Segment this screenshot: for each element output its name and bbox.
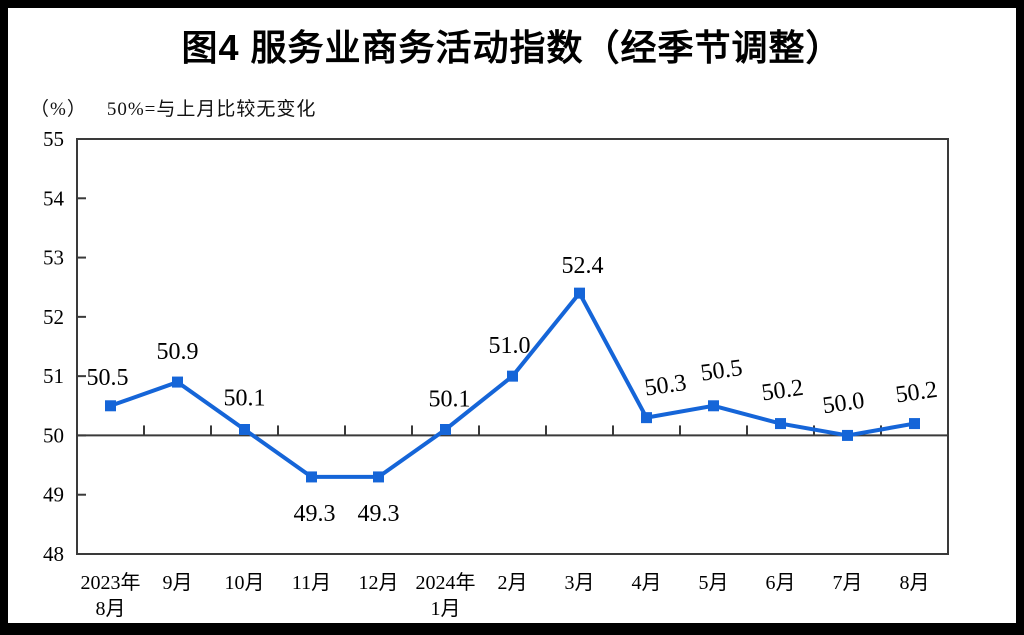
x-axis-label: 5月 [699,572,729,594]
y-axis-label: 54 [43,186,65,210]
data-point [440,424,451,435]
y-axis-unit-label: （%） [30,99,87,120]
y-axis-label: 52 [43,305,64,329]
x-axis-label: 10月 [225,572,265,594]
x-axis-label: 6月 [766,572,796,594]
x-axis-label: 7月 [833,572,863,594]
data-point [306,471,317,483]
x-axis-label: 4月 [632,572,662,594]
subtitle-row: （%） 50%=与上月比较无变化 [30,94,316,121]
data-point [105,400,116,412]
data-label: 50.1 [429,387,471,413]
x-axis-label: 1月 [431,598,461,620]
reference-note: 50%=与上月比较无变化 [106,99,317,120]
x-axis-label: 9月 [163,572,193,594]
data-label: 50.1 [224,386,266,412]
data-label: 50.5 [699,355,744,387]
y-axis-label: 55 [43,127,64,151]
chart-panel [8,8,1016,623]
x-axis-label: 12月 [359,572,399,594]
data-label: 50.9 [157,339,199,365]
x-axis-label: 11月 [292,572,331,594]
data-point [507,370,518,382]
data-label: 49.3 [358,501,400,527]
x-axis-label: 8月 [900,572,930,594]
data-point [708,400,719,412]
data-point [172,376,183,388]
data-label: 50.3 [643,370,688,402]
data-point [842,429,853,441]
data-label: 50.2 [894,377,939,409]
chart-title: 图4 服务业商务活动指数（经季节调整） [181,27,843,68]
data-point [373,471,384,483]
x-axis-label: 2023年 [81,571,141,594]
data-point [775,418,786,430]
data-point [239,424,250,435]
data-label: 49.3 [294,501,336,527]
data-point [641,412,652,424]
x-axis-label: 2月 [498,572,528,594]
y-axis-label: 51 [43,364,64,388]
data-label: 52.4 [562,253,604,279]
data-point [574,287,585,299]
x-axis-label: 2024年 [416,571,476,594]
data-point [909,418,920,430]
data-label: 51.0 [489,333,531,359]
y-axis-label: 48 [43,542,64,566]
data-label: 50.0 [821,388,866,420]
y-axis-label: 49 [43,483,64,507]
data-label: 50.5 [87,365,129,391]
y-axis-label: 53 [43,246,64,270]
x-axis-label: 8月 [96,598,126,620]
axis-frame [76,138,949,555]
y-axis-label: 50 [43,423,64,447]
x-axis-label: 3月 [565,572,595,594]
data-label: 50.2 [760,375,805,407]
